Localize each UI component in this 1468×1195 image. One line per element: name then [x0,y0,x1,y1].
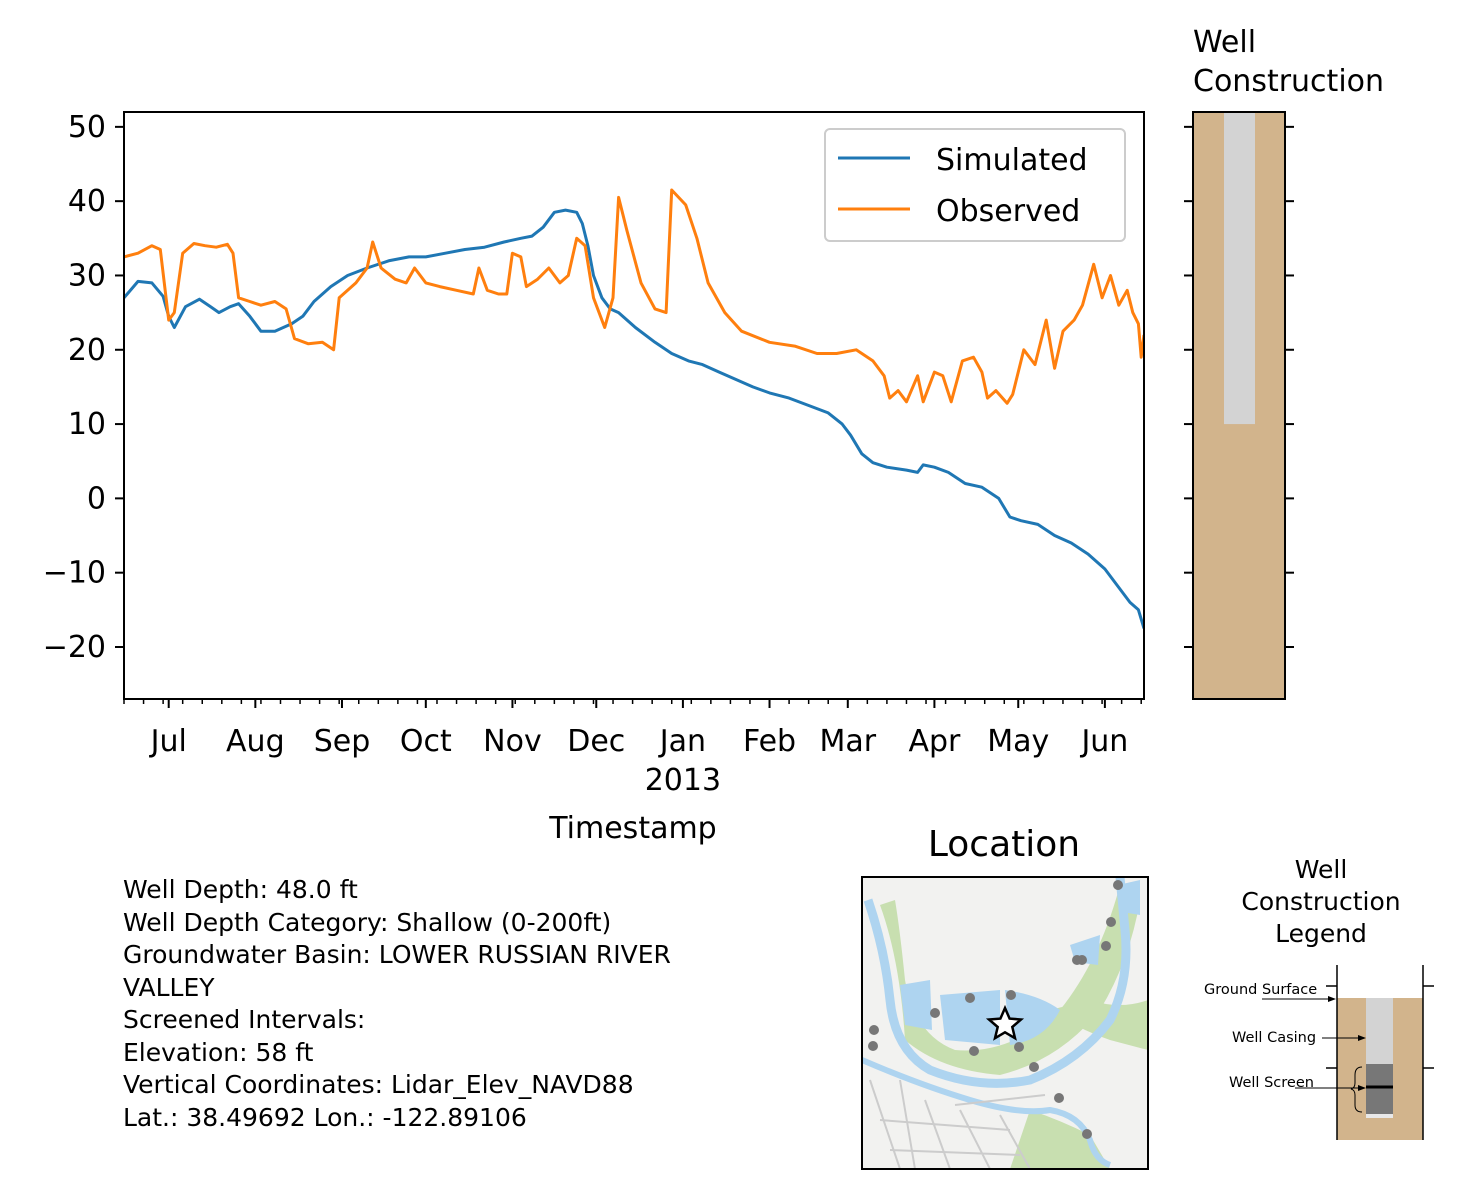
nearby-well-dot [965,993,975,1003]
nearby-well-dot [1006,990,1016,1000]
series-lines [124,188,1144,629]
nearby-well-dot [1054,1093,1064,1103]
info-depth-category: Well Depth Category: Shallow (0-200ft) [123,907,612,937]
x-tick-label: Sep [314,724,371,759]
legend-label-ground: Ground Surface [1204,982,1317,998]
y-tick-label: 40 [68,184,106,219]
nearby-well-dot [869,1025,879,1035]
x-tick-label: May [987,724,1049,759]
timeseries-chart: 50 40 30 20 10 0 −10 −20 Jul Aug Sep Oct Nov Dec Jan F… [43,110,1145,846]
legend-label-simulated: Simulated [936,143,1088,178]
x-tick-label: Oct [400,724,452,759]
info-screened-intervals: Screened Intervals: [123,1005,366,1034]
y-tick-label: 50 [68,110,106,145]
location-map: Location [861,824,1149,1170]
nearby-well-dot [1106,917,1116,927]
well-construction-legend: Well Construction Legend Ground Surface … [1204,855,1434,1140]
well-column-ticks [1184,125,1294,648]
y-tick-label: −20 [43,630,106,665]
chart-legend: Simulated Observed [824,128,1126,242]
legend-casing [1366,998,1393,1064]
well-casing [1224,112,1255,425]
vegetation-area [1010,1110,1110,1169]
x-tick-label: Apr [908,724,961,759]
vegetation-area [880,885,1140,1075]
map-basemap [862,877,1148,1169]
arrowhead-icon [1358,1035,1366,1041]
legend-screen-bottom [1366,1114,1393,1118]
arrowhead-icon [1328,996,1336,1002]
well-info-block: Well Depth: 48.0 ft Well Depth Category:… [123,874,671,1134]
pond [940,990,1000,1045]
nearby-well-dot [868,1041,878,1051]
info-well-depth: Well Depth: 48.0 ft [123,875,358,904]
legend-title-line1: Well [1295,855,1348,884]
nearby-well-dot [1014,1042,1024,1052]
x-axis: Jul Aug Sep Oct Nov Dec Jan Feb Mar Apr May Jun [123,699,1142,759]
nearby-wells [868,880,1123,1139]
y-tick-label: 20 [68,333,106,368]
info-lat-lon: Lat.: 38.49692 Lon.: -122.89106 [123,1102,527,1132]
nearby-well-dot [1029,1062,1039,1072]
legend-label-observed: Observed [936,194,1080,229]
well-construction-title-line2: Construction [1193,64,1384,99]
x-tick-label: Jan [658,724,706,759]
x-tick-label: Jul [149,724,187,759]
y-tick-label: 0 [87,481,106,516]
year-label: 2013 [645,763,721,798]
vegetation-area [1050,1000,1148,1050]
series-line-observed [124,188,1144,405]
river [863,877,1131,1088]
road-network [869,1079,1046,1169]
y-tick-label: 10 [68,407,106,442]
y-axis: 50 40 30 20 10 0 −10 −20 [43,110,124,665]
legend-label-screen: Well Screen [1229,1075,1314,1091]
legend-title-line3: Legend [1275,919,1367,948]
x-tick-label: Aug [226,724,285,759]
legend-title-line2: Construction [1241,887,1400,916]
info-basin: Groundwater Basin: LOWER RUSSIAN RIVER [123,940,671,969]
pond [900,980,932,1030]
x-tick-label: Jun [1079,724,1128,759]
legend-screen-brace [1350,1066,1363,1113]
well-construction-title-line1: Well [1193,25,1256,60]
plot-frame [123,111,1145,700]
well-location-star-icon [985,1004,1025,1041]
y-tick-label: 30 [68,258,106,293]
legend-label-casing: Well Casing [1232,1030,1316,1046]
x-tick-label: Dec [567,724,625,759]
legend-screen [1366,1064,1393,1114]
arrowhead-icon [1358,1085,1366,1091]
nearby-well-dot [930,1008,940,1018]
info-elevation: Elevation: 58 ft [123,1037,314,1067]
location-title: Location [928,824,1080,865]
x-tick-label: Mar [819,724,876,759]
pond [1005,990,1060,1045]
well-construction-panel: Well Construction [1184,25,1384,700]
well-column-frame [1192,111,1286,700]
x-tick-label: Feb [743,724,796,759]
info-vertical-coords: Vertical Coordinates: Lidar_Elev_NAVD88 [123,1070,634,1099]
x-tick-label: Nov [483,724,542,759]
x-axis-label: Timestamp [548,811,716,846]
info-basin-cont: VALLEY [123,972,215,1002]
nearby-well-dot [1101,941,1111,951]
pond [1118,880,1140,915]
nearby-well-dot [1113,880,1123,890]
series-line-simulated [124,208,1144,629]
nearby-well-dot [1072,955,1082,965]
y-tick-label: −10 [43,556,106,591]
nearby-well-dot [1082,1129,1092,1139]
nearby-well-dot [969,1046,979,1056]
creek [862,1057,1112,1168]
map-frame [861,876,1149,1170]
